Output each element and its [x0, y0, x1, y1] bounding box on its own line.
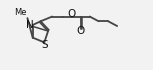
Text: S: S — [41, 40, 48, 50]
Text: O: O — [68, 9, 76, 19]
Text: O: O — [77, 26, 85, 36]
Text: Me: Me — [14, 8, 26, 17]
Text: N: N — [26, 20, 34, 30]
